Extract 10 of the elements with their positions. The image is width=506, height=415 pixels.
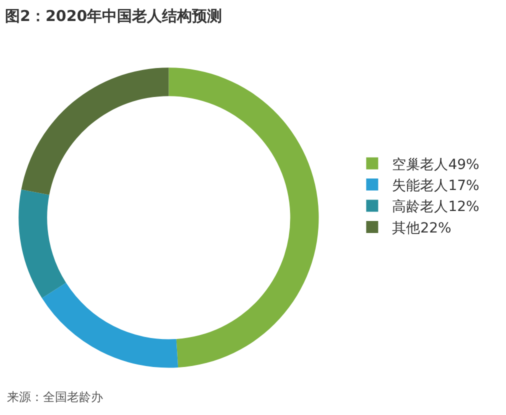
chart-title: 图2：2020年中国老人结构预测 <box>5 6 222 25</box>
donut-slice <box>168 68 319 368</box>
legend-label: 失能老人17% <box>392 178 480 194</box>
donut-slice <box>21 68 169 195</box>
legend-label: 高龄老人12% <box>392 199 480 216</box>
source-note: 来源：全国老龄办 <box>7 390 103 404</box>
donut-slice <box>42 282 178 368</box>
donut-slice <box>18 190 66 298</box>
legend-label: 其他22% <box>392 220 452 236</box>
legend-label: 空巢老人49% <box>392 156 480 173</box>
